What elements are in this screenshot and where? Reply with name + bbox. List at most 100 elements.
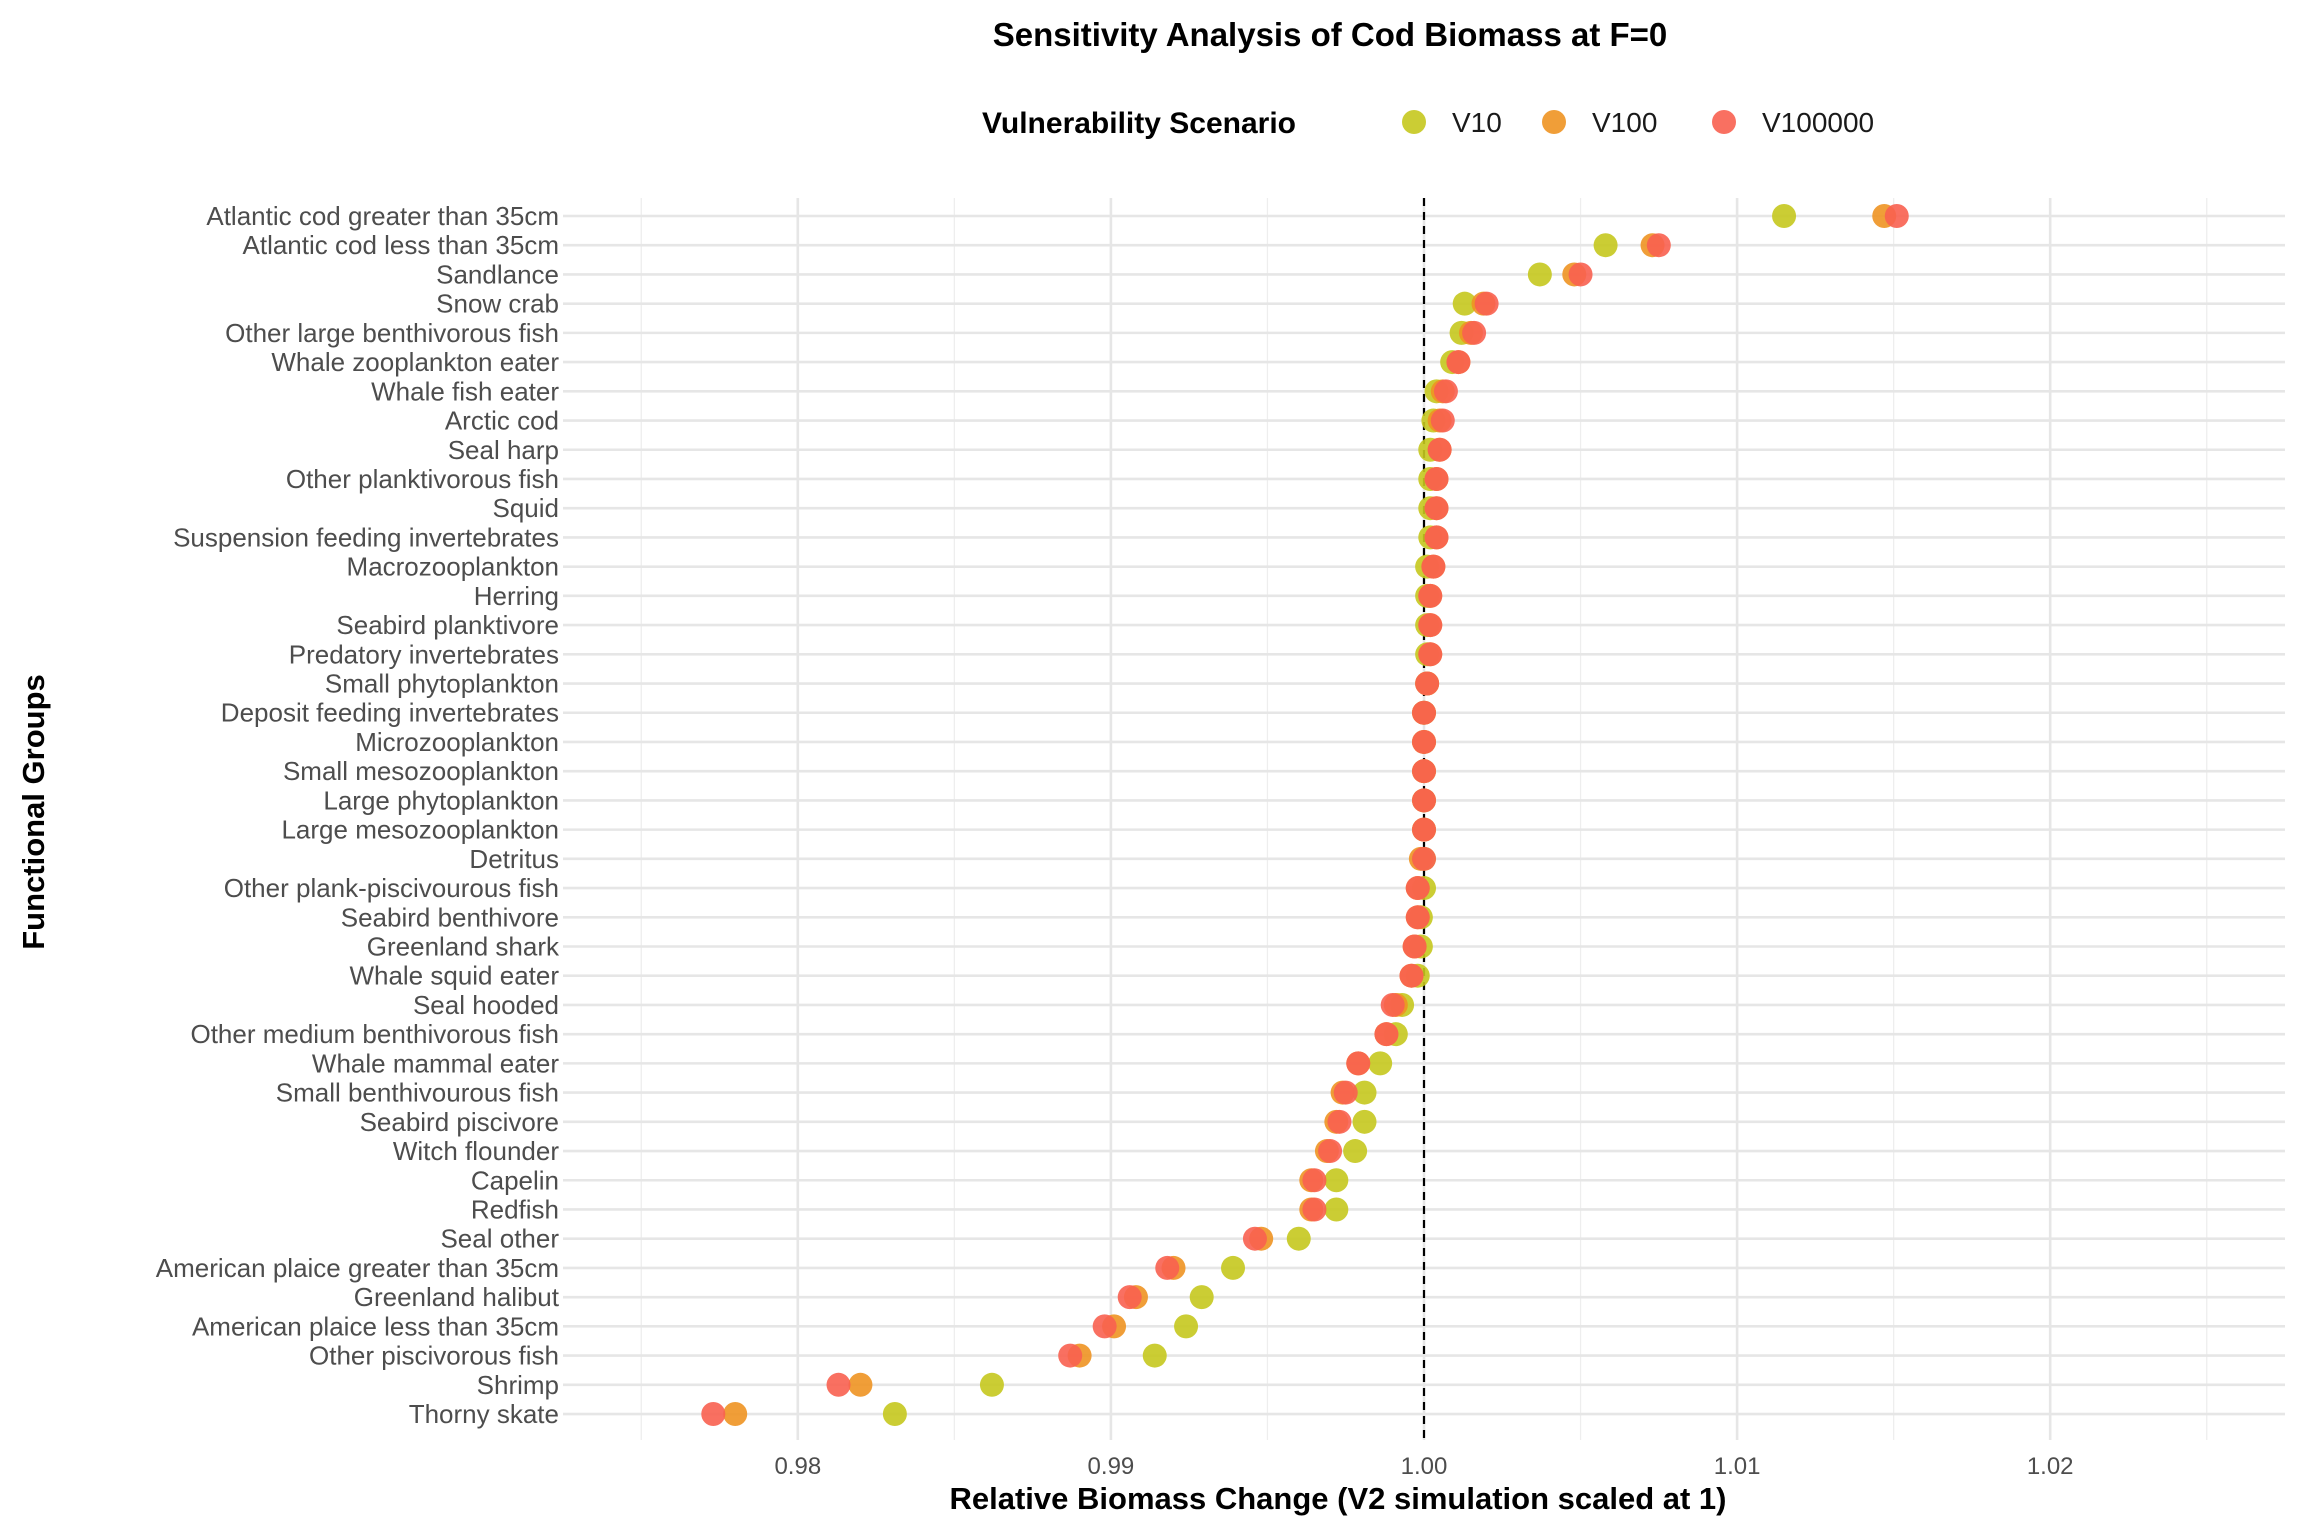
- y-tick-label: Snow crab: [436, 289, 559, 319]
- legend-title: Vulnerability Scenario: [982, 107, 1296, 140]
- y-tick-label: American plaice less than 35cm: [192, 1311, 559, 1341]
- data-point: [1142, 1343, 1167, 1368]
- x-tick-label: 0.98: [774, 1453, 821, 1480]
- data-point: [1412, 846, 1436, 871]
- y-tick-label: Squid: [493, 493, 560, 523]
- data-point: [1302, 1168, 1327, 1193]
- y-tick-label: Other large benthivorous fish: [225, 318, 559, 348]
- y-tick-label: Seal hooded: [413, 990, 559, 1020]
- y-tick-label: Detritus: [469, 844, 559, 874]
- legend-label: V100000: [1762, 107, 1874, 138]
- data-point: [1302, 1197, 1327, 1222]
- y-tick-label: Suspension feeding invertebrates: [173, 522, 559, 552]
- data-point: [1884, 204, 1909, 228]
- y-tick-label: Seabird benthivore: [341, 902, 559, 932]
- series-V100000: [701, 204, 1909, 1427]
- data-point: [1418, 642, 1443, 667]
- y-tick-label: Arctic cod: [445, 406, 559, 436]
- y-tick-label: Whale squid eater: [349, 961, 559, 991]
- x-tick-label: 1.00: [1401, 1453, 1448, 1480]
- data-point: [1593, 233, 1618, 258]
- y-tick-label: American plaice greater than 35cm: [156, 1253, 559, 1283]
- data-point: [1412, 817, 1436, 842]
- y-tick-label: Witch flounder: [393, 1136, 560, 1166]
- data-point: [1474, 291, 1499, 316]
- data-point: [1352, 1080, 1377, 1105]
- data-point: [1380, 992, 1405, 1017]
- y-tick-label: Shrimp: [477, 1370, 559, 1400]
- data-point: [1424, 525, 1449, 550]
- x-tick-label: 1.02: [2027, 1453, 2074, 1480]
- data-point: [1343, 1139, 1368, 1164]
- data-point: [1189, 1285, 1214, 1310]
- y-tick-label: Deposit feeding invertebrates: [221, 698, 559, 728]
- y-tick-label: Seabird piscivore: [360, 1107, 559, 1137]
- y-tick-label: Large phytoplankton: [323, 785, 559, 815]
- legend-key: [1402, 110, 1426, 134]
- data-point: [1374, 1022, 1399, 1047]
- y-tick-label: Whale mammal eater: [312, 1048, 559, 1078]
- data-point: [1405, 905, 1430, 930]
- y-tick-label: Other plank-piscivourous fish: [224, 873, 559, 903]
- y-tick-label: Whale zooplankton eater: [271, 347, 559, 377]
- y-tick-label: Macrozooplankton: [347, 552, 559, 582]
- data-point: [1412, 700, 1436, 725]
- data-point: [1333, 1080, 1358, 1105]
- x-axis: 0.98 0.99 1.00 1.01 1.02: [774, 1453, 2073, 1480]
- data-point: [1402, 934, 1427, 959]
- data-point: [1412, 788, 1436, 813]
- data-point: [1058, 1343, 1083, 1368]
- y-tick-label: Other piscivorous fish: [309, 1341, 559, 1371]
- data-point: [1412, 729, 1436, 754]
- data-point: [1433, 379, 1458, 404]
- y-tick-label: Seal other: [440, 1224, 559, 1254]
- data-point: [1242, 1226, 1267, 1251]
- data-point: [979, 1372, 1004, 1397]
- y-tick-label: Greenland shark: [367, 932, 560, 962]
- y-tick-label: Seal harp: [448, 435, 559, 465]
- data-point: [1324, 1168, 1349, 1193]
- data-point: [723, 1402, 748, 1427]
- data-point: [1368, 1051, 1393, 1076]
- y-tick-label: Microzooplankton: [355, 727, 559, 757]
- data-point: [826, 1372, 851, 1397]
- data-point: [1399, 963, 1424, 988]
- x-axis-title: Relative Biomass Change (V2 simulation s…: [950, 1481, 1727, 1516]
- data-point: [1155, 1255, 1180, 1280]
- data-point: [1424, 466, 1449, 491]
- data-point: [1446, 350, 1471, 375]
- data-point: [1415, 671, 1440, 696]
- legend-item-V100: V100: [1542, 107, 1657, 138]
- legend: Vulnerability Scenario V10 V100 V100000: [982, 107, 1874, 140]
- plot-area: [563, 198, 2285, 1440]
- data-point: [701, 1402, 726, 1427]
- data-point: [1324, 1197, 1349, 1222]
- data-point: [1418, 583, 1443, 608]
- legend-key: [1712, 110, 1736, 134]
- y-tick-label: Seabird planktivore: [336, 610, 559, 640]
- y-tick-label: Herring: [474, 581, 559, 611]
- data-point: [1318, 1139, 1343, 1164]
- data-point: [1327, 1109, 1352, 1134]
- data-point: [1412, 759, 1436, 784]
- x-tick-label: 1.01: [1714, 1453, 1761, 1480]
- y-tick-label: Other medium benthivorous fish: [190, 1019, 559, 1049]
- y-tick-label: Atlantic cod less than 35cm: [243, 230, 560, 260]
- data-point: [1646, 233, 1671, 258]
- data-point: [1452, 291, 1477, 316]
- data-point: [1418, 613, 1443, 638]
- data-point: [1421, 554, 1446, 579]
- y-tick-label: Capelin: [471, 1165, 559, 1195]
- data-point: [1430, 408, 1455, 433]
- data-point: [882, 1402, 907, 1427]
- y-tick-label: Greenland halibut: [354, 1282, 560, 1312]
- y-tick-label: Sandlance: [436, 259, 559, 289]
- y-tick-label: Large mesozooplankton: [281, 815, 559, 845]
- y-tick-label: Atlantic cod greater than 35cm: [206, 201, 559, 231]
- y-tick-label: Redfish: [471, 1194, 559, 1224]
- data-point: [1527, 262, 1552, 287]
- data-point: [1424, 496, 1449, 521]
- legend-label: V10: [1452, 107, 1502, 138]
- y-tick-label: Small phytoplankton: [325, 669, 559, 699]
